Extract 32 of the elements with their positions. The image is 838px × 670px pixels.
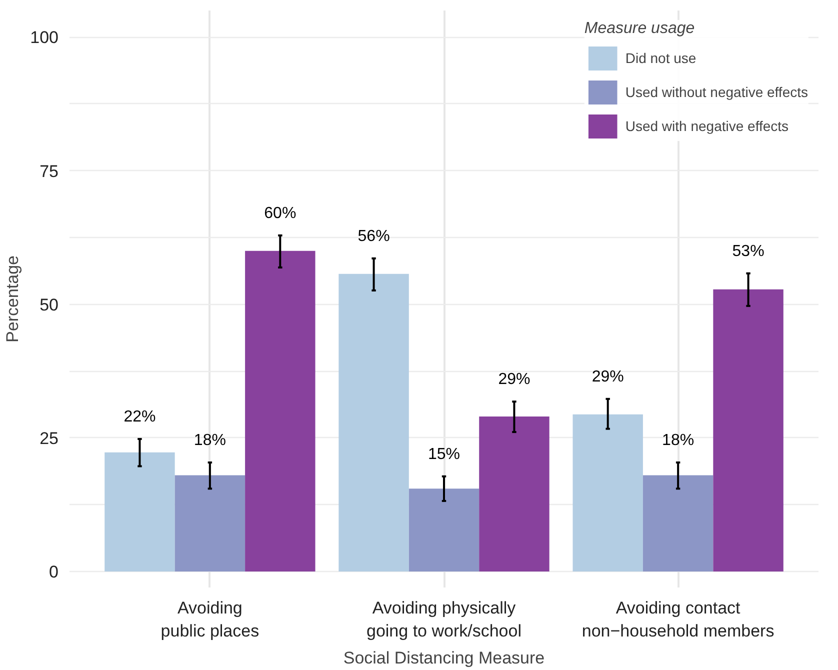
x-tick-label: Avoiding public places [160,598,260,640]
legend-title: Measure usage [584,20,696,38]
y-tick-label: 0 [49,562,59,582]
data-label: 15% [428,446,460,464]
x-tick-label: Avoiding physically going to work/school [366,598,522,640]
y-tick-label: 75 [40,162,59,181]
bar [104,452,175,572]
legend-label: Used with negative effects [625,118,789,134]
data-label: 60% [264,205,296,222]
data-label: 22% [124,408,156,426]
bar [479,416,550,572]
x-tick-label: Avoiding contact non−household members [582,598,774,640]
data-label: 29% [592,368,624,386]
y-tick-label: 100 [30,28,59,48]
legend-label: Used without negative effects [625,84,808,100]
bar [338,274,409,572]
data-label: 53% [732,243,764,260]
data-label: 29% [498,371,530,388]
legend-label: Did not use [625,50,696,66]
data-label: 18% [662,432,694,450]
bar [174,475,246,572]
bar [408,488,480,572]
bar [713,289,784,572]
data-label: 56% [358,228,390,246]
y-axis-title: Percentage [3,256,22,342]
y-tick-label: 50 [40,295,59,314]
bar [245,250,316,572]
data-label: 18% [194,432,226,450]
x-axis-title: Social Distancing Measure [343,648,545,668]
bar [642,475,714,572]
y-tick-label: 25 [40,428,59,448]
bar [572,414,643,572]
